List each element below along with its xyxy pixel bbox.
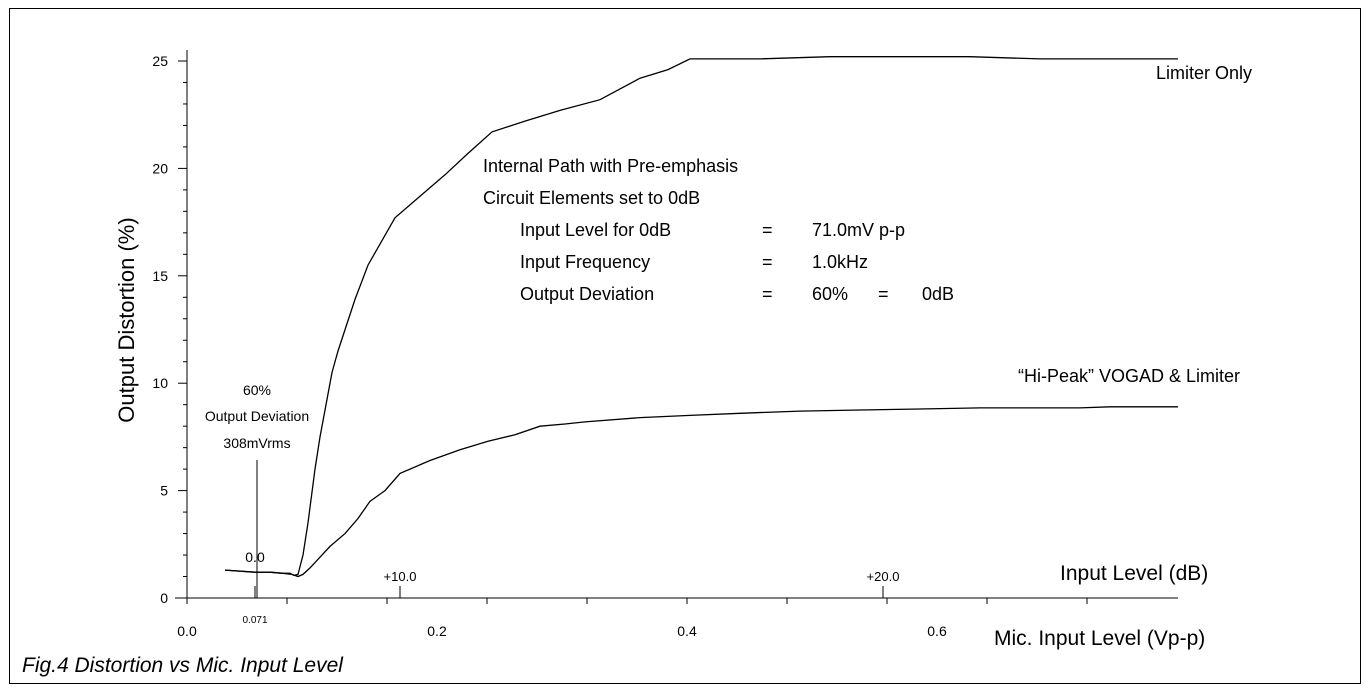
y-axis-label: Output Distortion (%) (114, 217, 139, 422)
series-label-limiter-only: Limiter Only (1156, 63, 1252, 83)
info-row-value-input-level: 71.0mV p-p (812, 220, 905, 240)
x-tick-label-0.2: 0.2 (427, 623, 447, 639)
x-tick-label-0.4: 0.4 (677, 623, 697, 639)
y-minor-ticks (183, 81, 187, 578)
secondary-tick-label-+20.0: +20.0 (867, 569, 900, 584)
secondary-axis-ticks: 0.0 0.071 +10.0 +20.0 (242, 549, 899, 626)
secondary-axis-label: Input Level (dB) (1060, 562, 1208, 585)
series-line-limiter-only (224, 56, 1178, 577)
figure-caption: Fig.4 Distortion vs Mic. Input Level (22, 654, 343, 677)
x-tick-label-0.0: 0.0 (177, 623, 197, 639)
y-major-ticks: 0 5 10 15 20 25 (152, 53, 187, 606)
info-title-1: Internal Path with Pre-emphasis (483, 156, 738, 176)
y-tick-label-0: 0 (160, 590, 168, 606)
secondary-tick-label-+10.0: +10.0 (384, 569, 417, 584)
x-tick-label-0.6: 0.6 (927, 623, 947, 639)
deviation-label-text: Output Deviation (205, 408, 309, 424)
secondary-tick-label-zero: 0.0 (245, 549, 265, 565)
series-label-hi-peak-vogad-limiter: “Hi-Peak” VOGAD & Limiter (1018, 366, 1240, 386)
y-tick-label-25: 25 (152, 53, 168, 69)
info-title-2: Circuit Elements set to 0dB (483, 188, 700, 208)
info-row-eq-input-frequency: = (762, 252, 773, 272)
info-row-eq2-output-deviation: = (878, 284, 889, 304)
info-row-eq-input-level: = (762, 220, 773, 240)
info-row-label-input-level: Input Level for 0dB (520, 220, 671, 240)
info-row-label-input-frequency: Input Frequency (520, 252, 650, 272)
deviation-label-rms: 308mVrms (223, 435, 290, 451)
info-row-label-output-deviation: Output Deviation (520, 284, 654, 304)
info-row-value-input-frequency: 1.0kHz (812, 252, 868, 272)
series-line-hi-peak-vogad-limiter (224, 406, 1178, 578)
y-tick-label-5: 5 (160, 483, 168, 499)
info-row-value-output-deviation: 60% (812, 284, 848, 304)
x-ticks: 0.0 0.2 0.4 0.6 (177, 598, 1088, 639)
y-tick-label-20: 20 (152, 160, 168, 176)
x-axis-label: Mic. Input Level (Vp-p) (994, 627, 1205, 650)
y-tick-label-10: 10 (152, 375, 168, 391)
deviation-label-percent: 60% (243, 382, 271, 398)
chart-frame (9, 8, 1361, 684)
info-row-eq-output-deviation: = (762, 284, 773, 304)
y-tick-label-15: 15 (152, 268, 168, 284)
info-row-value2-output-deviation: 0dB (922, 284, 954, 304)
secondary-tick-sublabel: 0.071 (242, 615, 267, 626)
